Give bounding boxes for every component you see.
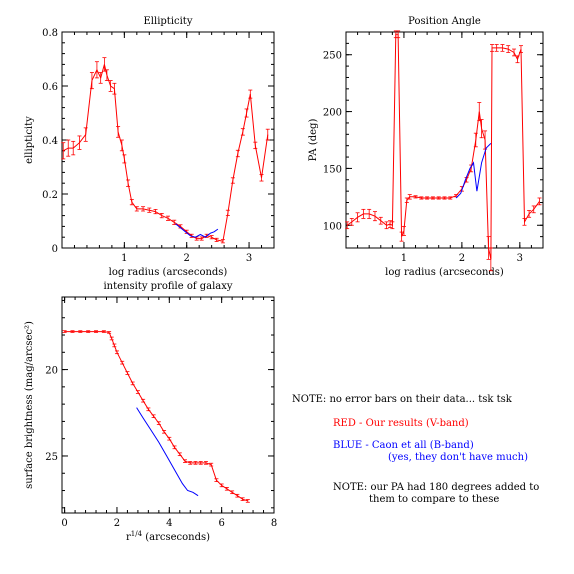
y-tick-label: 0.8 (42, 28, 58, 39)
x-tick-label: 0 (61, 518, 67, 529)
note-pa-offset-cont: them to compare to these (369, 494, 500, 505)
x-axis-label: log radius (arcseconds) (385, 267, 504, 278)
x-tick-label: 8 (271, 518, 277, 529)
y-tick-label: 150 (323, 164, 342, 175)
chart-panel-0: 1 2 3 0 0.2 0.4 0.6 0.8 Ellipticity log radius (a… (24, 16, 275, 278)
series-line-red (62, 64, 269, 242)
x-tick-label: 6 (218, 518, 224, 529)
x-tick-label: 2 (184, 253, 190, 264)
plot-frame (61, 296, 275, 514)
y-tick-label: 250 (323, 51, 342, 62)
y-tick-label: 0 (52, 244, 58, 255)
y-axis-label: PA (deg) (308, 119, 319, 162)
y-tick-label: 200 (323, 108, 342, 119)
x-tick-label: 1 (121, 253, 127, 264)
x-tick-label: 2 (114, 518, 120, 529)
legend-blue: BLUE - Caon et all (B-band) (333, 440, 474, 451)
y-tick-label: 0.2 (42, 190, 58, 201)
chart-title: intensity profile of galaxy (103, 281, 232, 292)
series-line-red (346, 33, 540, 260)
x-tick-label: 1 (401, 253, 407, 264)
x-tick-label: 4 (166, 518, 172, 529)
x-axis-label: r1/4 (arcseconds) (126, 530, 210, 543)
y-tick-label: 25 (45, 452, 58, 463)
x-tick-label: 3 (517, 253, 523, 264)
legend-blue-sub: (yes, they don't have much) (388, 452, 528, 463)
y-tick-label: 0.4 (42, 136, 58, 147)
y-axis-label: surface brightness (mag/arcsec²) (24, 321, 35, 489)
chart-panel-1: 1 2 3 100 150 200 250 Position Angle log radius … (308, 16, 544, 278)
x-tick-label: 3 (246, 253, 252, 264)
x-axis-label: log radius (arcseconds) (109, 267, 228, 278)
y-tick-label: 100 (323, 221, 342, 232)
series-line-red (64, 331, 248, 502)
plot-frame (61, 31, 275, 249)
y-tick-label: 20 (45, 366, 58, 377)
series-line-blue (175, 223, 219, 238)
legend-red: RED - Our results (V-band) (333, 418, 469, 429)
y-tick-label: 0.6 (42, 82, 58, 93)
chart-title: Ellipticity (144, 16, 193, 27)
x-tick-label: 2 (459, 253, 465, 264)
series-line-blue (136, 407, 199, 497)
y-axis-label: ellipticity (24, 116, 35, 164)
note-no-errorbars: NOTE: no error bars on their data... tsk… (292, 394, 512, 405)
chart-panel-2: 0 2 4 6 8 20 25 intensity profile of galaxy r1/4… (24, 281, 277, 543)
plot-frame (345, 31, 544, 249)
chart-title: Position Angle (408, 16, 481, 27)
note-pa-offset: NOTE: our PA had 180 degrees added to (333, 482, 540, 493)
series-line-blue (455, 143, 492, 199)
